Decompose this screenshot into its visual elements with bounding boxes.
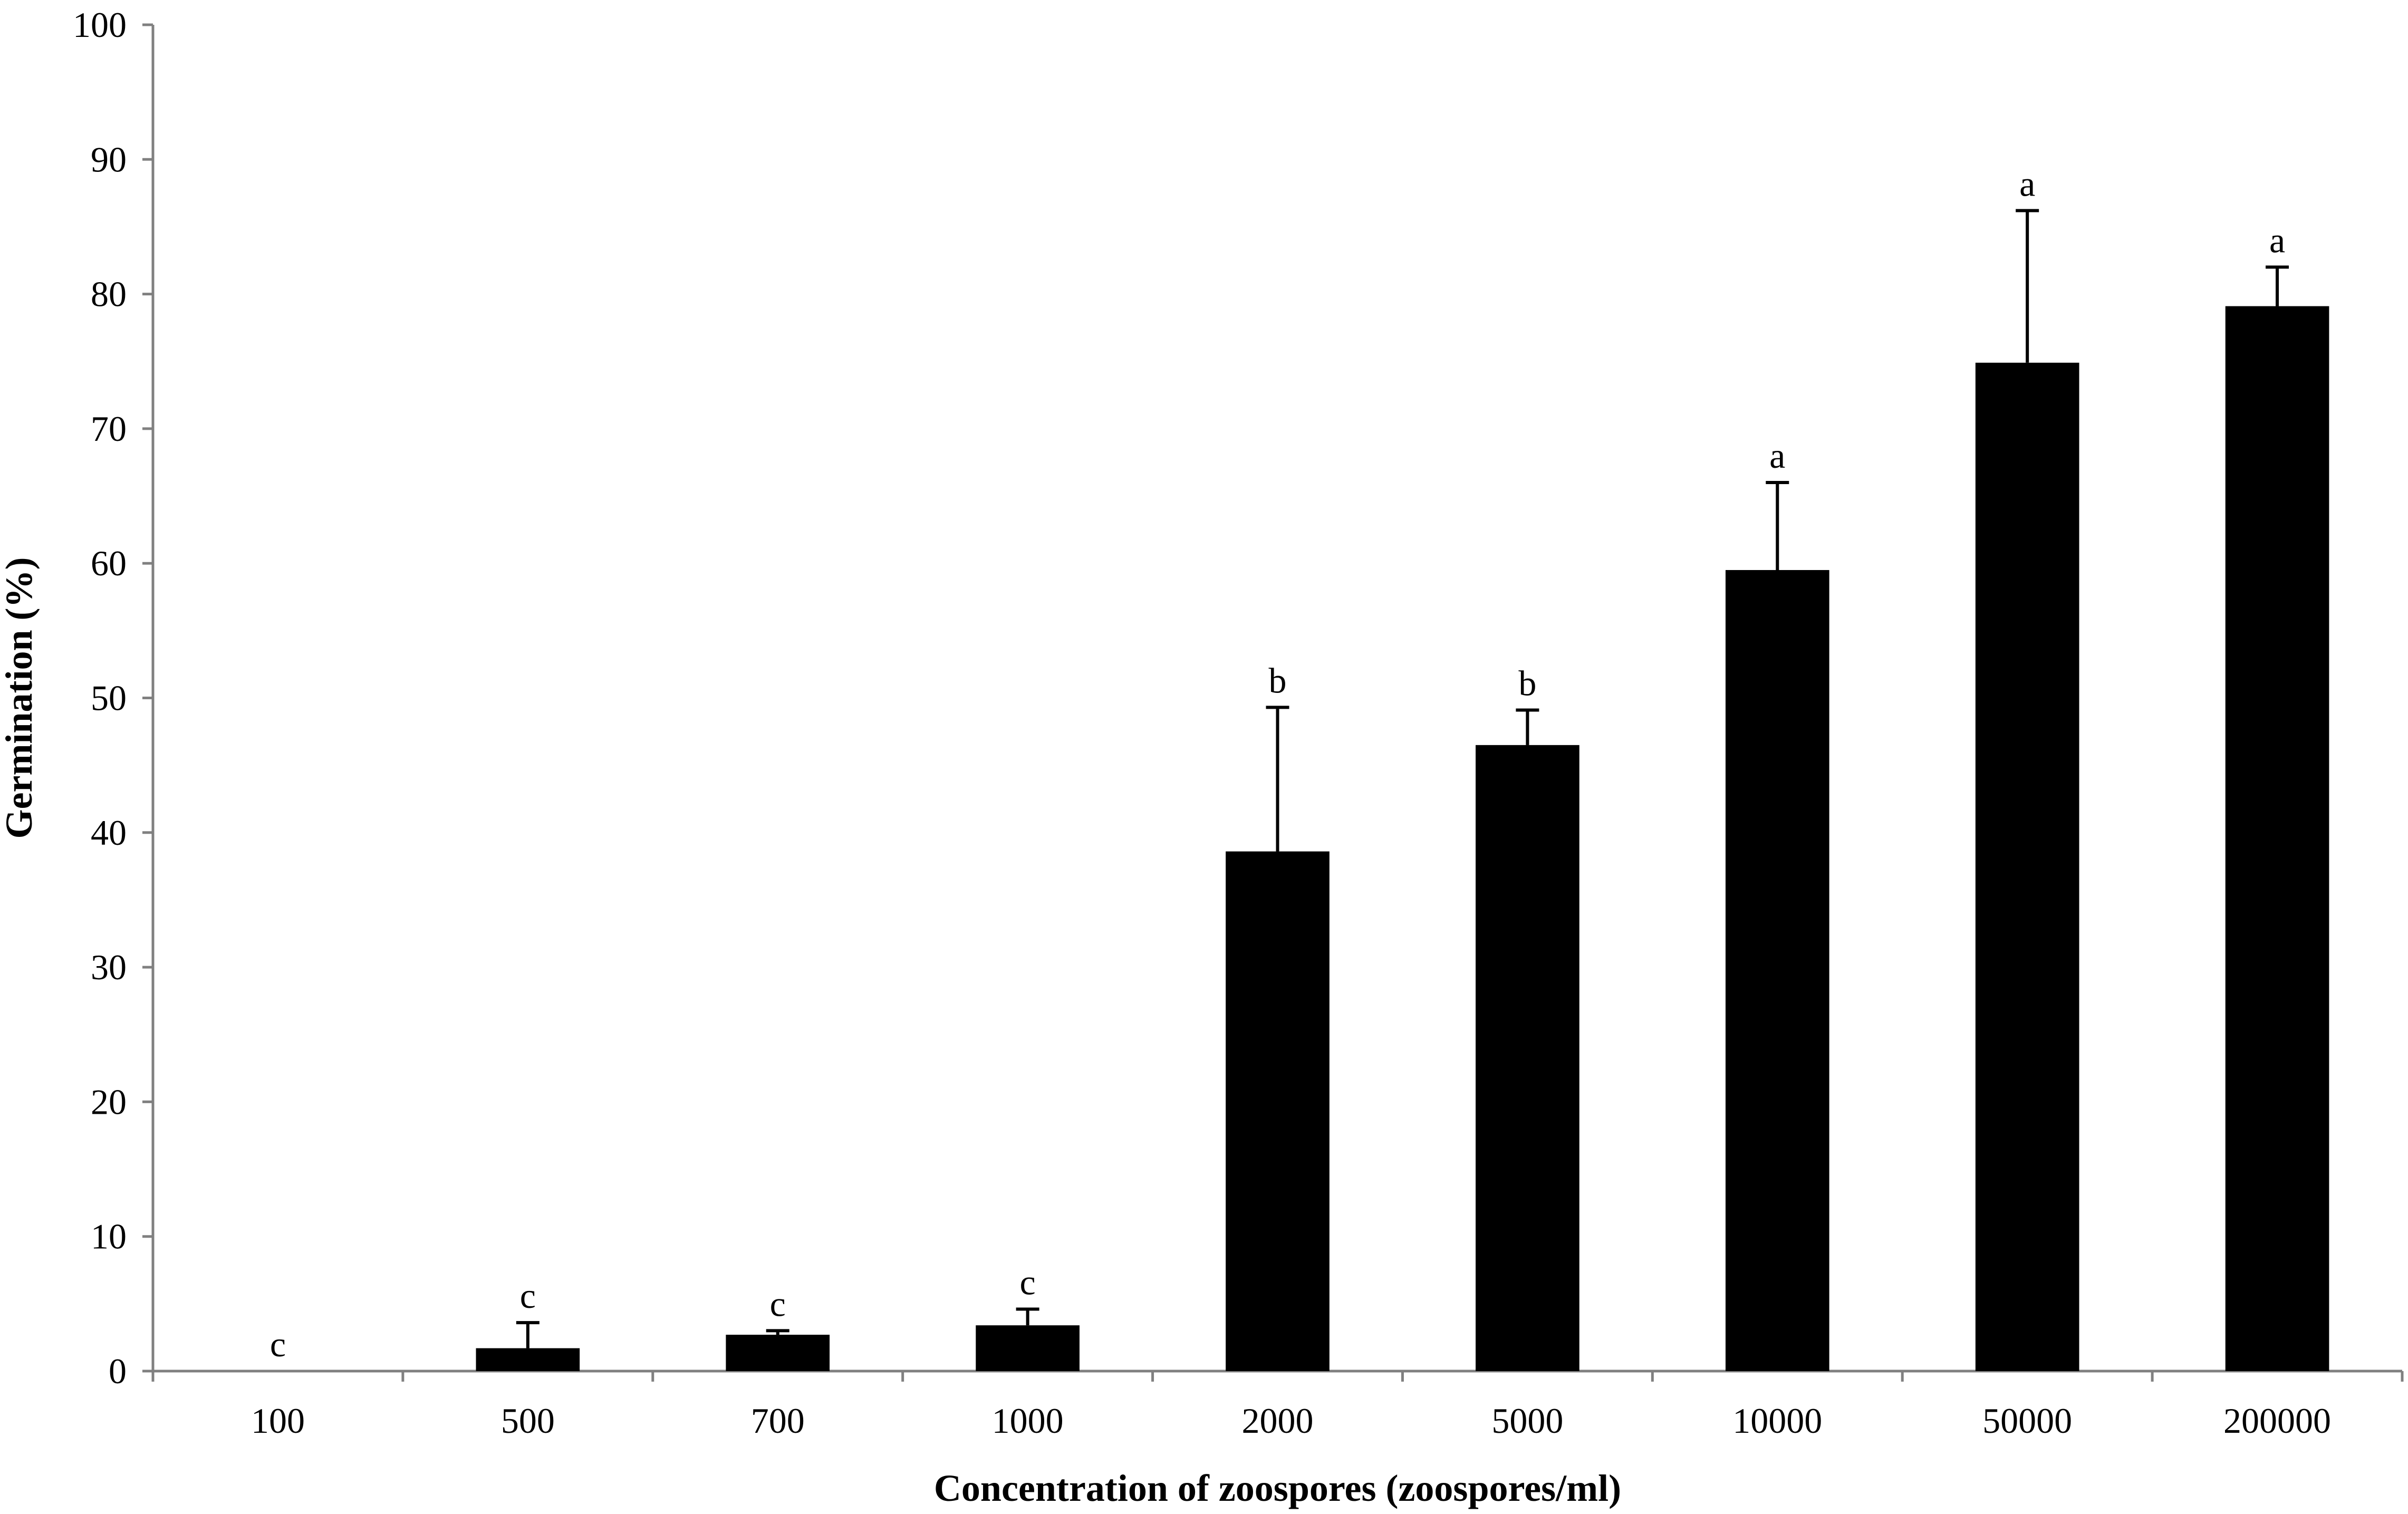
y-tick-label: 100 xyxy=(73,5,127,45)
significance-label: c xyxy=(1020,1262,1036,1303)
x-axis-ticks: 100 500 700 1000 2000 5000 10000 50000 200000 xyxy=(151,1371,2404,1441)
bar xyxy=(976,1325,1080,1371)
error-bars xyxy=(516,209,2289,1348)
bar xyxy=(1476,745,1579,1371)
x-tick-label: 2000 xyxy=(1242,1401,1314,1441)
x-tick-label: 200000 xyxy=(2223,1401,2331,1441)
significance-label: c xyxy=(270,1324,286,1364)
significance-label: a xyxy=(2019,163,2035,204)
y-tick-label: 60 xyxy=(91,543,127,583)
x-tick-label: 700 xyxy=(751,1401,805,1441)
significance-label: c xyxy=(770,1284,786,1324)
y-tick-label: 80 xyxy=(91,274,127,314)
y-tick-label: 70 xyxy=(91,409,127,449)
bar xyxy=(1975,362,2079,1371)
y-tick-label: 30 xyxy=(91,947,127,987)
y-tick-label: 40 xyxy=(91,813,127,853)
bars xyxy=(476,306,2329,1371)
x-tick-label: 5000 xyxy=(1491,1401,1563,1441)
y-tick-label: 50 xyxy=(91,678,127,718)
y-axis-title: Germination (%) xyxy=(0,557,40,839)
x-tick-label: 100 xyxy=(251,1401,305,1441)
significance-label: a xyxy=(2269,220,2285,261)
significance-label: a xyxy=(1769,436,1785,476)
y-tick-label: 20 xyxy=(91,1082,127,1122)
bar xyxy=(1725,570,1829,1371)
significance-label: b xyxy=(1518,663,1536,703)
bar xyxy=(2225,306,2329,1371)
x-tick-label: 500 xyxy=(501,1401,555,1441)
y-tick-label: 0 xyxy=(109,1351,127,1391)
bar xyxy=(726,1335,830,1371)
significance-letters: c c c c b b a a a xyxy=(270,163,2285,1364)
y-tick-label: 90 xyxy=(91,139,127,179)
x-axis-title: Concentration of zoospores (zoospores/ml… xyxy=(934,1467,1621,1509)
y-axis-ticks: 0 10 20 30 40 50 60 70 80 90 100 xyxy=(73,5,153,1391)
significance-label: b xyxy=(1269,660,1287,700)
x-tick-label: 10000 xyxy=(1732,1401,1822,1441)
x-tick-label: 1000 xyxy=(992,1401,1064,1441)
bar xyxy=(476,1348,580,1371)
bar xyxy=(1226,851,1330,1371)
significance-label: c xyxy=(520,1276,536,1316)
y-tick-label: 10 xyxy=(91,1217,127,1257)
x-tick-label: 50000 xyxy=(1982,1401,2072,1441)
